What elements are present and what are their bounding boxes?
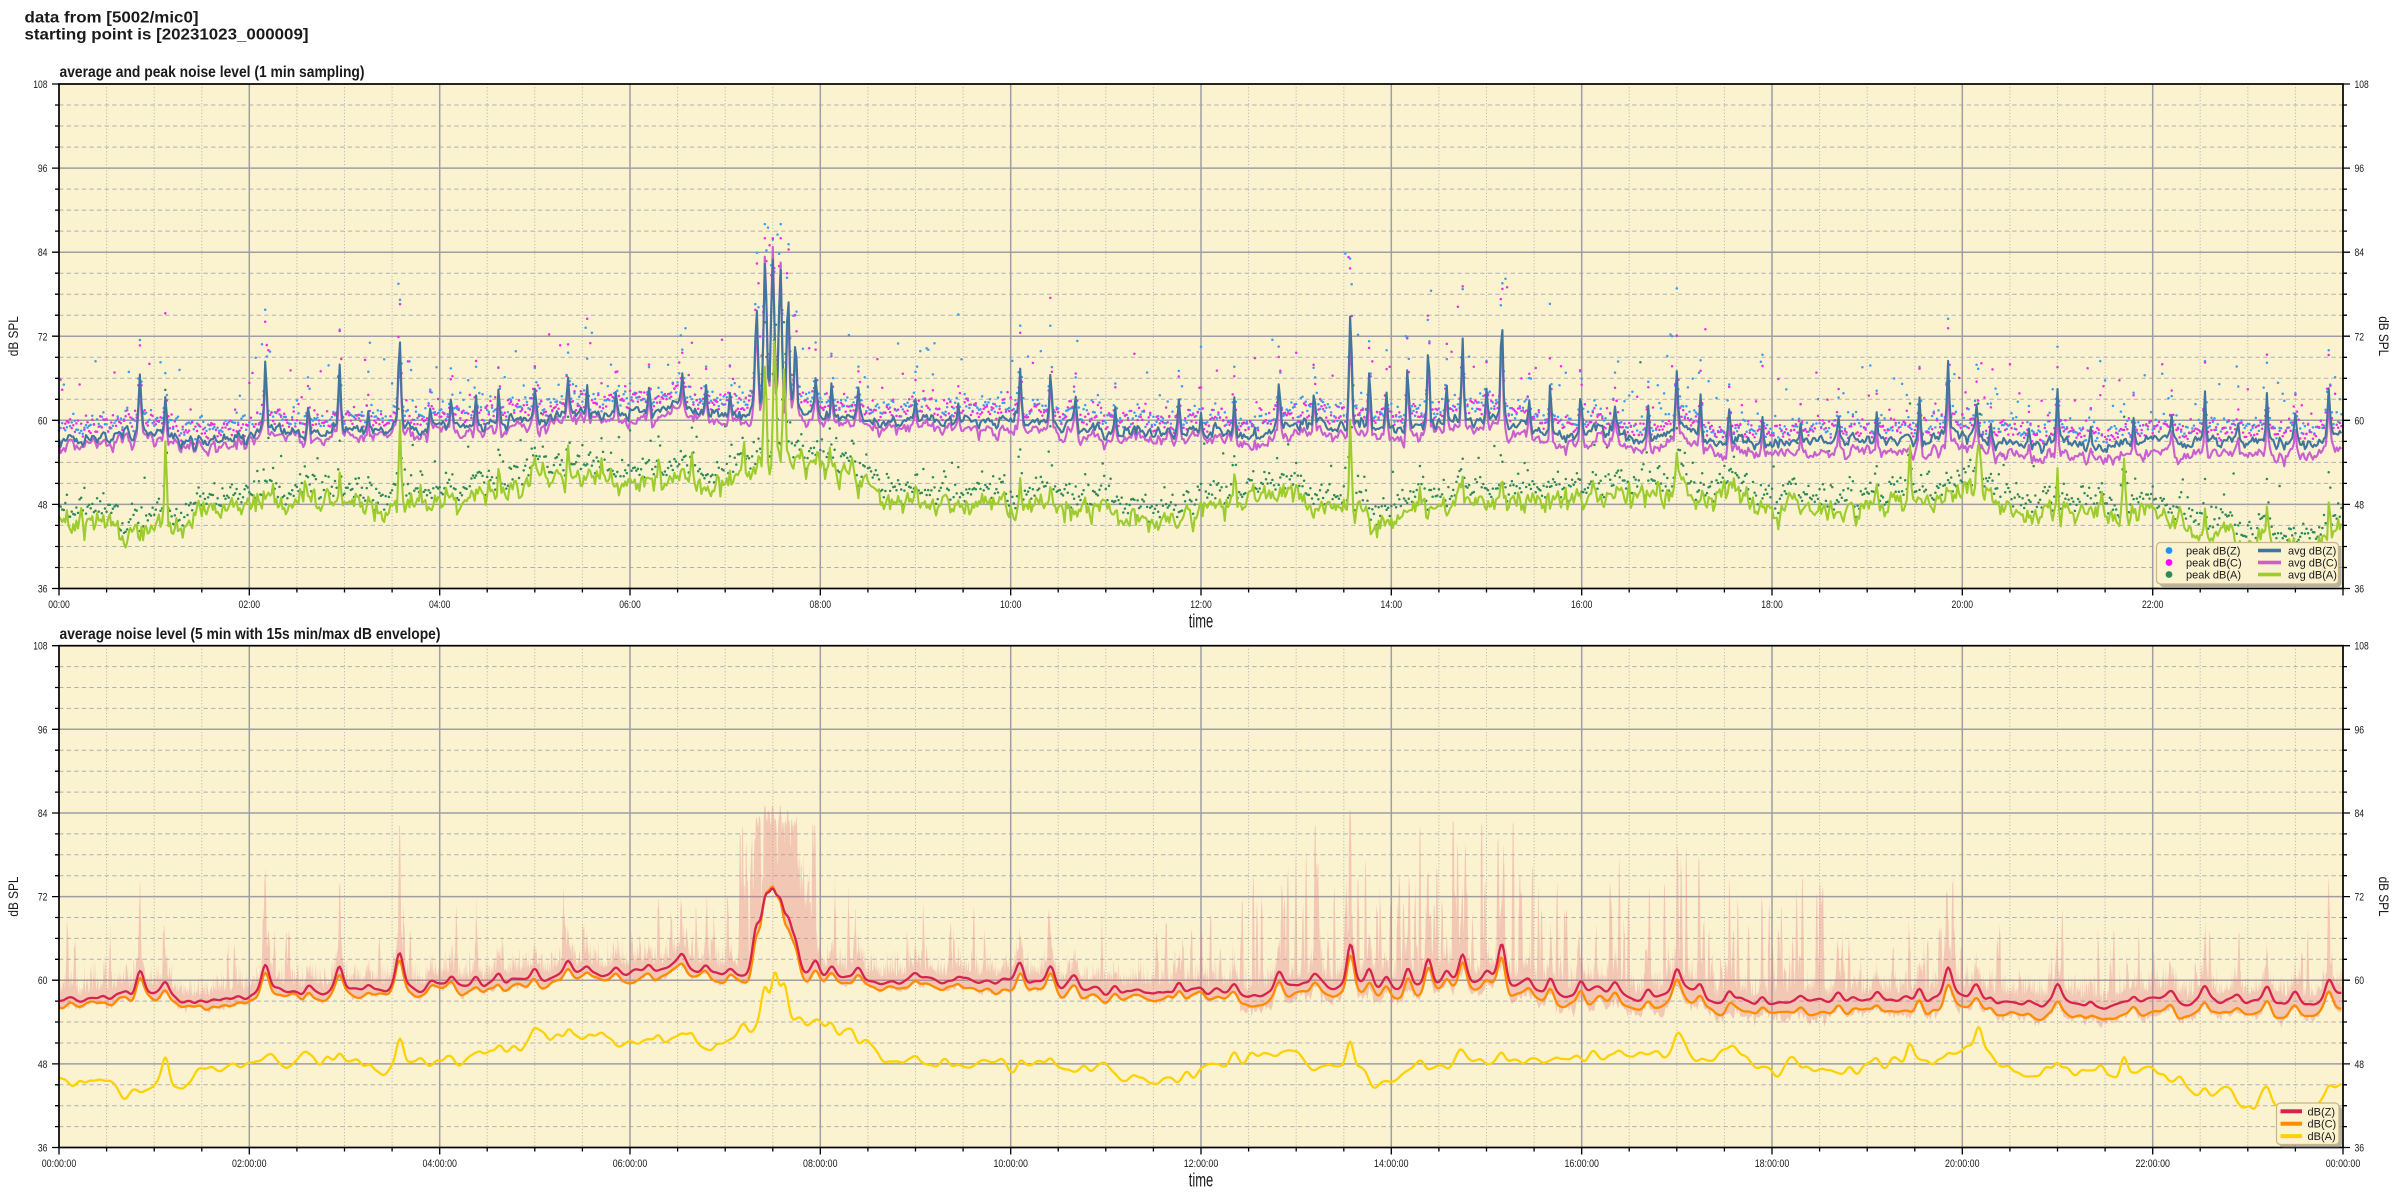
svg-text:starting point is [20231023_00: starting point is [20231023_000009] [25, 27, 309, 44]
svg-text:02:00: 02:00 [239, 599, 261, 611]
svg-text:dB(C): dB(C) [2308, 1119, 2337, 1131]
svg-text:72: 72 [38, 892, 48, 904]
svg-text:96: 96 [2355, 724, 2365, 736]
svg-text:dB SPL: dB SPL [2376, 877, 2392, 917]
svg-text:time: time [1189, 612, 1214, 633]
svg-text:36: 36 [2355, 584, 2365, 596]
svg-text:84: 84 [2355, 808, 2365, 820]
svg-text:22:00: 22:00 [2142, 599, 2164, 611]
svg-text:peak dB(Z): peak dB(Z) [2186, 546, 2240, 558]
svg-text:00:00: 00:00 [48, 599, 70, 611]
svg-text:108: 108 [2355, 79, 2369, 91]
svg-text:06:00: 06:00 [619, 599, 641, 611]
svg-text:108: 108 [33, 641, 47, 653]
svg-text:72: 72 [38, 331, 48, 343]
svg-text:16:00: 16:00 [1571, 599, 1593, 611]
svg-text:04:00:00: 04:00:00 [422, 1158, 457, 1170]
svg-text:96: 96 [38, 163, 48, 175]
svg-text:dB SPL: dB SPL [2376, 316, 2392, 356]
svg-text:00:00:00: 00:00:00 [2326, 1158, 2361, 1170]
svg-text:08:00:00: 08:00:00 [803, 1158, 838, 1170]
svg-text:00:00:00: 00:00:00 [42, 1158, 77, 1170]
svg-text:20:00:00: 20:00:00 [1945, 1158, 1980, 1170]
svg-text:10:00:00: 10:00:00 [993, 1158, 1028, 1170]
svg-text:08:00: 08:00 [810, 599, 832, 611]
svg-text:dB SPL: dB SPL [5, 876, 21, 916]
svg-text:60: 60 [2355, 415, 2365, 427]
svg-text:96: 96 [2355, 163, 2365, 175]
svg-text:02:00:00: 02:00:00 [232, 1158, 267, 1170]
svg-text:60: 60 [2355, 975, 2365, 987]
svg-text:20:00: 20:00 [1952, 599, 1974, 611]
svg-text:36: 36 [38, 1143, 48, 1155]
svg-text:48: 48 [38, 1059, 48, 1071]
svg-text:12:00: 12:00 [1190, 599, 1212, 611]
svg-text:dB SPL: dB SPL [5, 316, 21, 356]
svg-text:peak dB(C): peak dB(C) [2186, 558, 2242, 570]
svg-text:72: 72 [2355, 892, 2365, 904]
svg-text:14:00: 14:00 [1381, 599, 1403, 611]
svg-text:avg dB(C): avg dB(C) [2288, 558, 2338, 570]
svg-text:avg dB(Z): avg dB(Z) [2288, 546, 2336, 558]
svg-text:data from [5002/mic0]: data from [5002/mic0] [25, 9, 199, 26]
svg-text:36: 36 [38, 584, 48, 596]
svg-text:dB(A): dB(A) [2308, 1131, 2336, 1143]
svg-text:time: time [1189, 1171, 1214, 1192]
svg-text:18:00: 18:00 [1761, 599, 1783, 611]
svg-text:96: 96 [38, 724, 48, 736]
svg-text:84: 84 [38, 808, 48, 820]
svg-text:18:00:00: 18:00:00 [1755, 1158, 1790, 1170]
svg-text:dB(Z): dB(Z) [2308, 1106, 2336, 1118]
svg-text:60: 60 [38, 415, 48, 427]
svg-text:average and peak noise level (: average and peak noise level (1 min samp… [60, 64, 365, 81]
svg-text:04:00: 04:00 [429, 599, 451, 611]
svg-text:peak dB(A): peak dB(A) [2186, 570, 2241, 582]
svg-text:108: 108 [2355, 641, 2369, 653]
svg-text:12:00:00: 12:00:00 [1184, 1158, 1219, 1170]
svg-text:14:00:00: 14:00:00 [1374, 1158, 1409, 1170]
svg-text:06:00:00: 06:00:00 [613, 1158, 648, 1170]
svg-text:10:00: 10:00 [1000, 599, 1022, 611]
svg-text:16:00:00: 16:00:00 [1564, 1158, 1599, 1170]
svg-text:48: 48 [2355, 1059, 2365, 1071]
svg-text:48: 48 [38, 499, 48, 511]
svg-text:average noise level (5 min wit: average noise level (5 min with 15s min/… [60, 626, 441, 643]
svg-text:60: 60 [38, 975, 48, 987]
svg-text:84: 84 [2355, 247, 2365, 259]
svg-text:22:00:00: 22:00:00 [2135, 1158, 2170, 1170]
svg-text:48: 48 [2355, 499, 2365, 511]
svg-text:108: 108 [33, 79, 47, 91]
svg-text:84: 84 [38, 247, 48, 259]
svg-text:avg dB(A): avg dB(A) [2288, 570, 2337, 582]
svg-text:36: 36 [2355, 1143, 2365, 1155]
svg-text:72: 72 [2355, 331, 2365, 343]
